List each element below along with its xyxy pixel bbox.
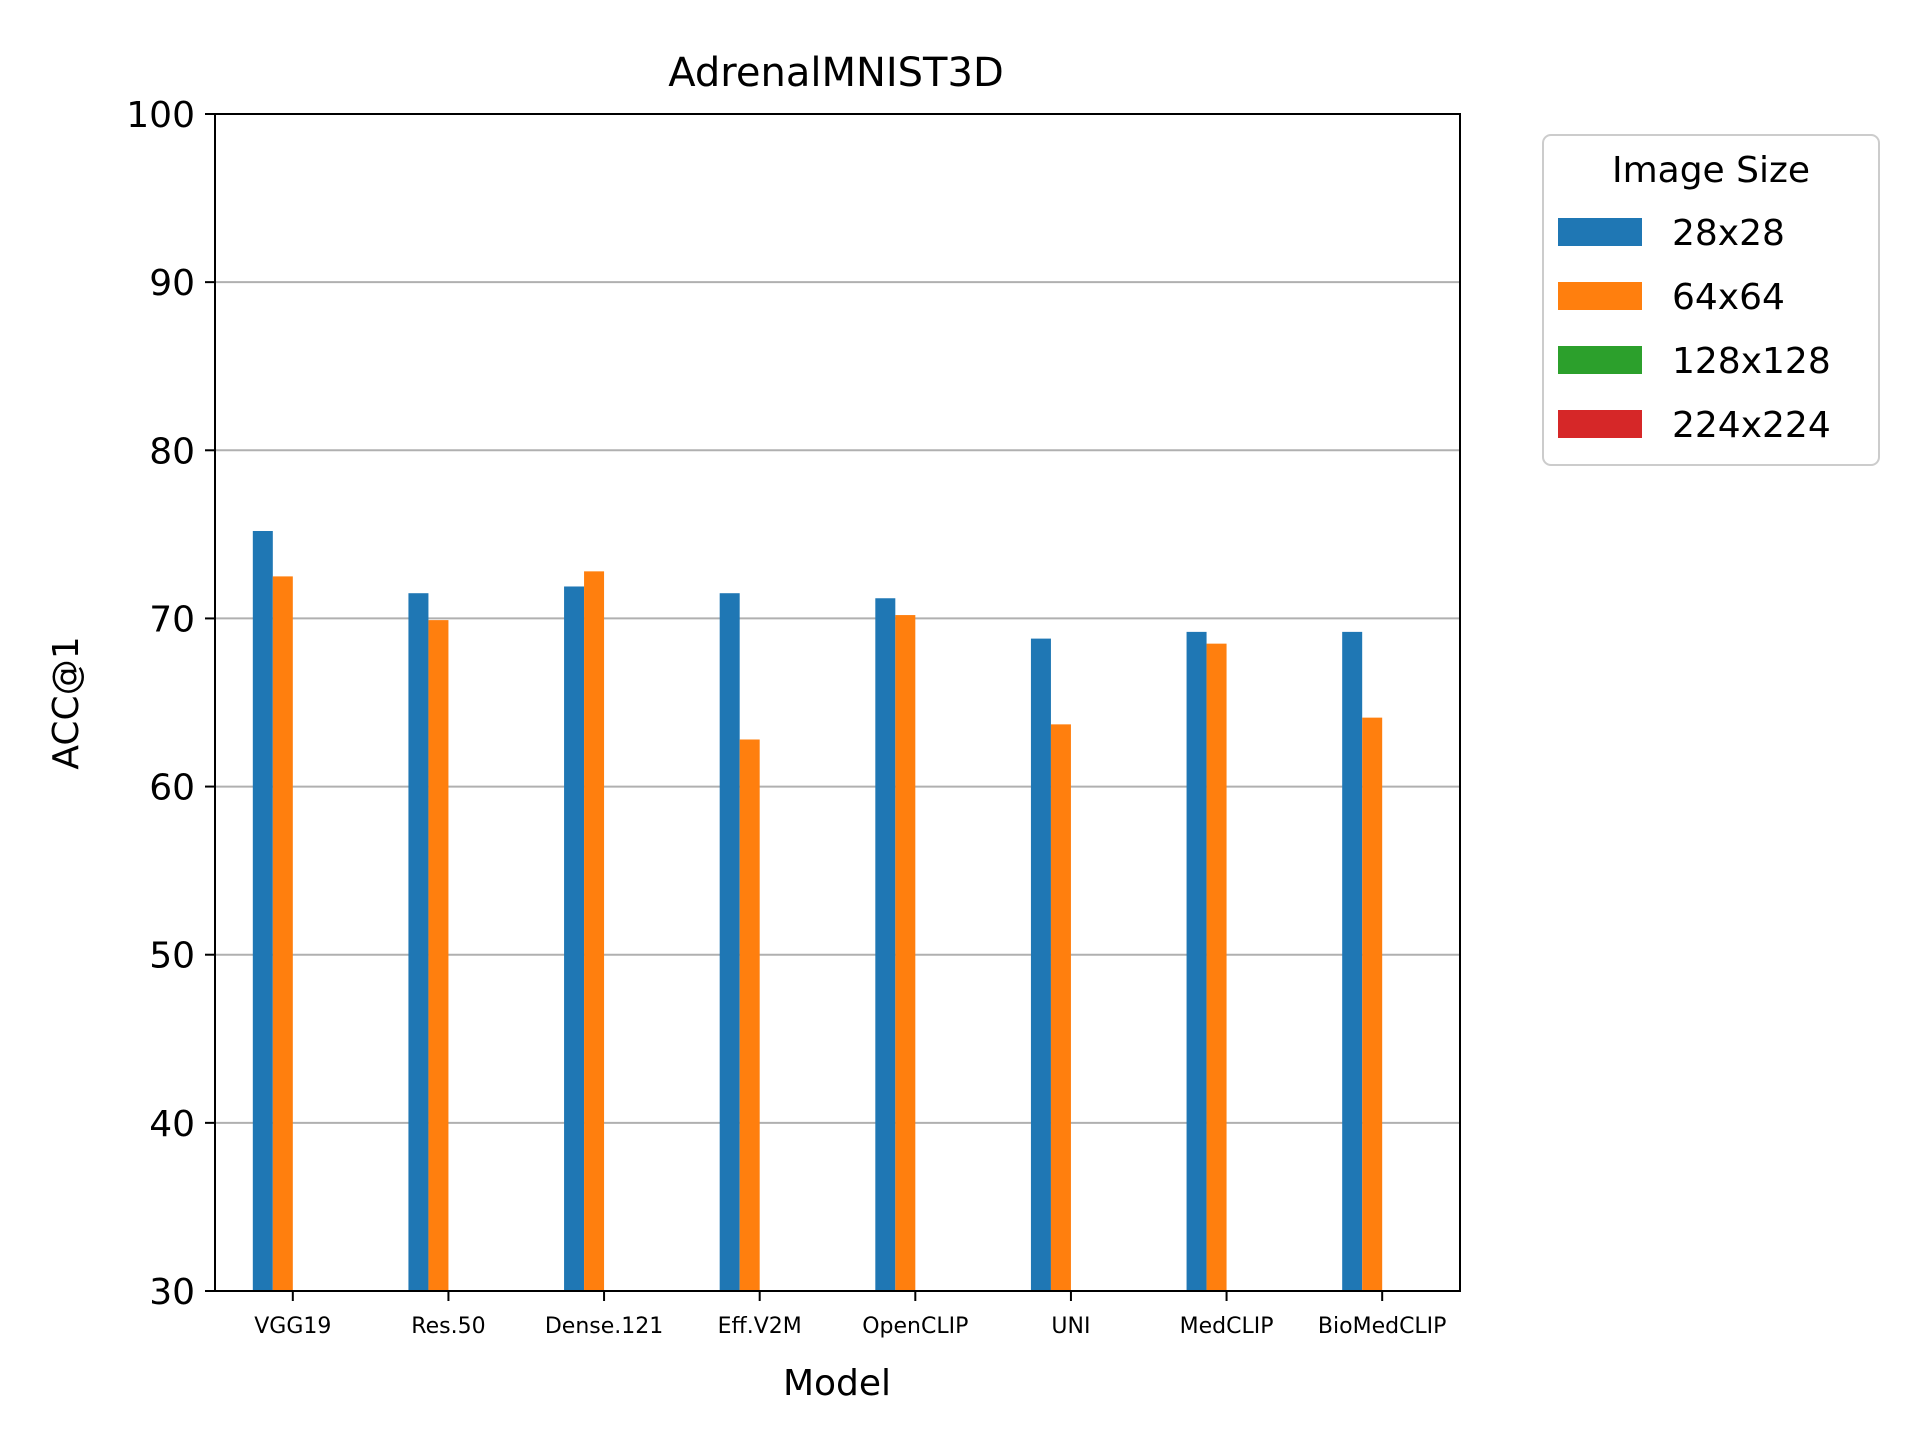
legend-label: 128x128 <box>1672 341 1831 382</box>
y-axis-label: ACC@1 <box>46 636 87 769</box>
legend-swatch-28x28 <box>1558 218 1642 246</box>
bar-openclip-64x64 <box>895 615 916 1291</box>
x-tick-label: Res.50 <box>411 1314 485 1339</box>
bar-eff-v2m-64x64 <box>739 739 760 1291</box>
bar-openclip-28x28 <box>875 598 896 1291</box>
x-tick-label: OpenCLIP <box>862 1314 968 1339</box>
bar-res-50-28x28 <box>408 593 429 1291</box>
bar-biomedclip-28x28 <box>1342 631 1363 1291</box>
plot-area-frame <box>214 113 1461 1292</box>
legend: Image Size 28x28 64x64 128x128 224x224 <box>1542 134 1880 466</box>
x-tick-label: Eff.V2M <box>718 1314 802 1339</box>
legend-label: 64x64 <box>1672 277 1785 318</box>
bar-uni-28x28 <box>1030 638 1051 1291</box>
legend-frame <box>1542 134 1880 466</box>
y-tick-label: 40 <box>149 1104 195 1145</box>
bars <box>252 530 1383 1291</box>
legend-items: 28x28 64x64 128x128 224x224 <box>1558 213 1831 446</box>
y-tick-label: 90 <box>149 263 195 304</box>
y-tick-label: 60 <box>149 768 195 809</box>
legend-swatch-128x128 <box>1558 346 1642 374</box>
bar-res-50-64x64 <box>428 620 449 1291</box>
bar-medclip-28x28 <box>1186 631 1207 1291</box>
x-tick-label: MedCLIP <box>1180 1314 1274 1339</box>
legend-label: 28x28 <box>1672 213 1785 254</box>
x-axis: VGG19 Res.50 Dense.121 Eff.V2M OpenCLIP UNI Me… <box>254 1291 1446 1339</box>
bar-dense-121-28x28 <box>564 586 585 1291</box>
bar-eff-v2m-28x28 <box>719 593 740 1291</box>
bar-dense-121-64x64 <box>584 571 605 1291</box>
y-gridlines <box>215 281 1460 1124</box>
bar-biomedclip-64x64 <box>1362 717 1383 1291</box>
x-axis-label: Model <box>783 1363 891 1404</box>
legend-swatch-64x64 <box>1558 282 1642 310</box>
bar-medclip-64x64 <box>1206 643 1227 1291</box>
legend-swatch-224x224 <box>1558 410 1642 438</box>
y-tick-label: 100 <box>126 95 195 136</box>
y-tick-label: 30 <box>149 1272 195 1313</box>
legend-label: 224x224 <box>1672 405 1831 446</box>
y-tick-label: 50 <box>149 936 195 977</box>
bar-vgg19-28x28 <box>252 530 273 1291</box>
bar-vgg19-64x64 <box>272 576 293 1291</box>
x-tick-label: VGG19 <box>254 1314 331 1339</box>
bar-uni-64x64 <box>1050 724 1071 1291</box>
y-tick-label: 70 <box>149 599 195 640</box>
legend-title: Image Size <box>1612 150 1810 191</box>
y-tick-label: 80 <box>149 431 195 472</box>
y-axis: 30 40 50 60 70 80 90 100 <box>126 95 215 1313</box>
x-tick-label: Dense.121 <box>545 1314 663 1339</box>
x-tick-label: UNI <box>1051 1314 1090 1339</box>
chart-title: AdrenalMNIST3D <box>668 50 1004 96</box>
x-tick-label: BioMedCLIP <box>1318 1314 1447 1339</box>
